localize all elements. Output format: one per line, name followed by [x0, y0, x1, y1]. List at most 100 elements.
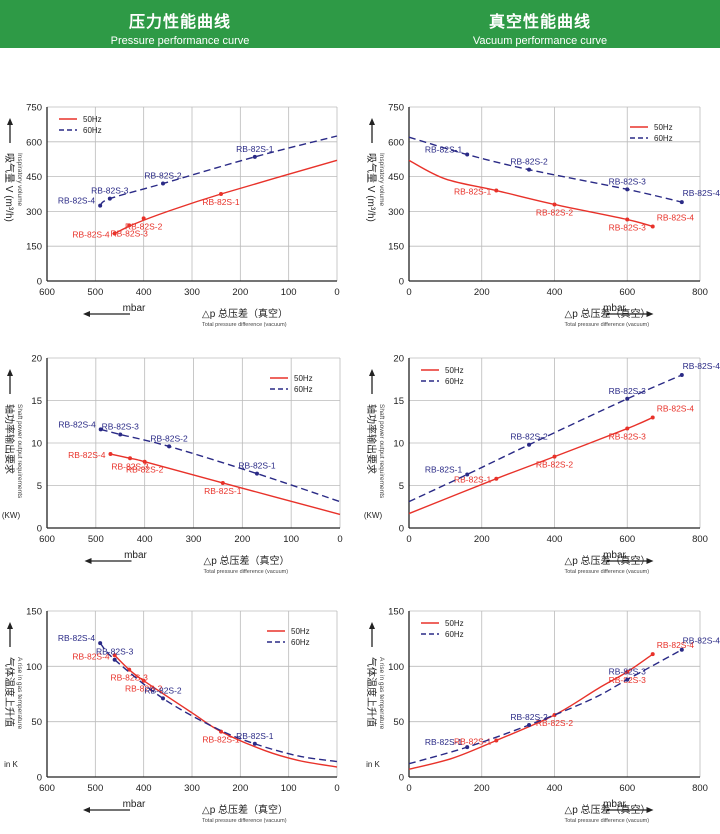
data-label: RB-82S-2 — [125, 221, 163, 231]
x-axis-label-cn: △p 总压差（真空） — [202, 803, 288, 816]
data-label: RB-82S-1 — [454, 187, 492, 197]
data-label: RB-82S-1 — [236, 144, 274, 154]
y-tick-label: 0 — [399, 524, 404, 535]
y-axis-label-cn: 轴功率输出要求 — [3, 404, 16, 474]
data-label: RB-82S-1 — [238, 461, 276, 471]
data-point — [679, 200, 684, 205]
legend-label: 60Hz — [445, 630, 464, 639]
data-label: RB-82S-2 — [536, 460, 574, 470]
data-label: RB-82S-1 — [454, 475, 492, 485]
x-axis-unit: mbar — [603, 303, 626, 314]
data-label: RB-82S-4 — [683, 636, 720, 646]
data-label: RB-82S-3 — [111, 461, 149, 471]
data-label: RB-82S-3 — [96, 647, 134, 657]
x-axis-unit: mbar — [603, 799, 626, 810]
data-label: RB-82S-1 — [425, 737, 463, 747]
data-label: RB-82S-2 — [510, 157, 548, 167]
y-tick-label: 0 — [399, 773, 404, 784]
x-tick-label: 200 — [474, 534, 490, 545]
x-axis-label-cn: △p 总压差（真空） — [202, 307, 288, 320]
x-axis-label-cn: △p 总压差（真空） — [565, 307, 651, 320]
data-point — [465, 472, 470, 477]
x-axis-arrowhead — [84, 558, 92, 564]
y-tick-label: 100 — [26, 662, 42, 673]
data-label: RB-82S-4 — [72, 229, 110, 239]
y-tick-label: 300 — [26, 207, 42, 218]
data-point — [465, 745, 470, 750]
x-axis-unit: mbar — [123, 303, 146, 314]
data-label: RB-82S-1 — [236, 731, 274, 741]
data-label: RB-82S-1 — [202, 735, 240, 745]
x-axis-arrowhead — [646, 807, 654, 813]
x-tick-label: 600 — [619, 534, 635, 545]
series-line-60hz — [408, 649, 683, 765]
x-tick-label: 100 — [281, 287, 297, 298]
data-point — [494, 188, 499, 193]
data-point — [650, 652, 655, 657]
x-axis-label-en: Total pressure difference (vacuum) — [565, 569, 650, 575]
data-point — [127, 223, 132, 228]
y-axis-arrowhead — [7, 118, 13, 125]
x-tick-label: 0 — [337, 534, 342, 545]
data-point — [252, 154, 257, 159]
y-axis-label-en: Shaft power output requirements — [378, 404, 385, 499]
data-point — [128, 456, 133, 461]
y-axis-unit: (KW) — [2, 511, 21, 520]
data-label: RB-82S-3 — [609, 432, 647, 442]
data-label: RB-82S-2 — [125, 684, 163, 694]
y-tick-label: 600 — [26, 137, 42, 148]
data-point — [161, 181, 165, 186]
y-tick-label: 10 — [31, 439, 42, 450]
y-axis-label-cn: 吸气量 V (m³/h) — [365, 153, 378, 222]
x-axis-label-cn: △p 总压差（真空） — [565, 554, 651, 567]
y-axis-label-cn: 吸气量 V (m³/h) — [3, 153, 16, 222]
y-axis-unit: in K — [366, 760, 380, 769]
pressure-curve-banner: 压力性能曲线 Pressure performance curve — [0, 0, 360, 48]
data-label: RB-82S-3 — [91, 186, 129, 196]
y-tick-label: 0 — [37, 524, 42, 535]
y-tick-label: 300 — [388, 207, 404, 218]
chart-vacuum-temperature: 0 50 100 150 0 200 400 600 800 mbar△p 总压差（真空） Tota… — [365, 607, 720, 825]
data-label: RB-82S-3 — [111, 228, 149, 238]
x-axis-label-en: Total pressure difference (vacuum) — [202, 818, 287, 824]
data-label: RB-82S-3 — [111, 673, 149, 683]
x-axis-arrowhead — [83, 311, 90, 317]
series-line-50hz — [110, 453, 341, 516]
x-tick-label: 0 — [334, 783, 339, 794]
data-label: RB-82S-2 — [536, 207, 574, 217]
data-label: RB-82S-4 — [58, 419, 96, 429]
x-tick-label: 600 — [39, 287, 55, 298]
x-axis-label-en: Total pressure difference (vacuum) — [565, 322, 650, 328]
y-axis-arrowhead — [369, 118, 375, 125]
y-tick-label: 20 — [393, 354, 404, 365]
x-tick-label: 600 — [39, 534, 55, 545]
x-tick-label: 800 — [692, 534, 708, 545]
chart-pressure-volume: 0 150 300 450 600 750 600 500 400 300 200 100 0 mbar △… — [3, 103, 340, 329]
y-axis-label-en: Inspiratory volume — [16, 153, 23, 206]
data-point — [494, 476, 499, 481]
y-tick-label: 150 — [26, 607, 42, 618]
data-label: RB-82S-3 — [609, 176, 647, 186]
x-tick-label: 800 — [692, 783, 708, 794]
x-tick-label: 300 — [186, 534, 202, 545]
x-tick-label: 200 — [234, 534, 250, 545]
x-tick-label: 300 — [184, 287, 200, 298]
x-tick-label: 800 — [692, 287, 708, 298]
y-tick-label: 150 — [388, 242, 404, 253]
data-label: RB-82S-2 — [144, 171, 182, 181]
data-label: RB-82S-1 — [202, 197, 240, 207]
x-tick-label: 100 — [281, 783, 297, 794]
data-point — [112, 231, 117, 236]
x-tick-label: 200 — [474, 783, 490, 794]
data-label: RB-82S-4 — [683, 188, 720, 198]
y-tick-label: 450 — [388, 172, 404, 183]
data-point — [219, 192, 223, 196]
legend-label: 60Hz — [83, 126, 102, 135]
chart-vacuum-volume: 0 150 300 450 600 750 0 200 400 600 800 mbar△p 总压差（… — [365, 103, 720, 329]
y-tick-label: 5 — [399, 481, 404, 492]
x-axis-arrowhead — [646, 558, 654, 564]
data-point — [625, 677, 630, 682]
x-tick-label: 200 — [232, 783, 248, 794]
legend-label: 60Hz — [445, 377, 464, 386]
data-point — [118, 432, 123, 437]
